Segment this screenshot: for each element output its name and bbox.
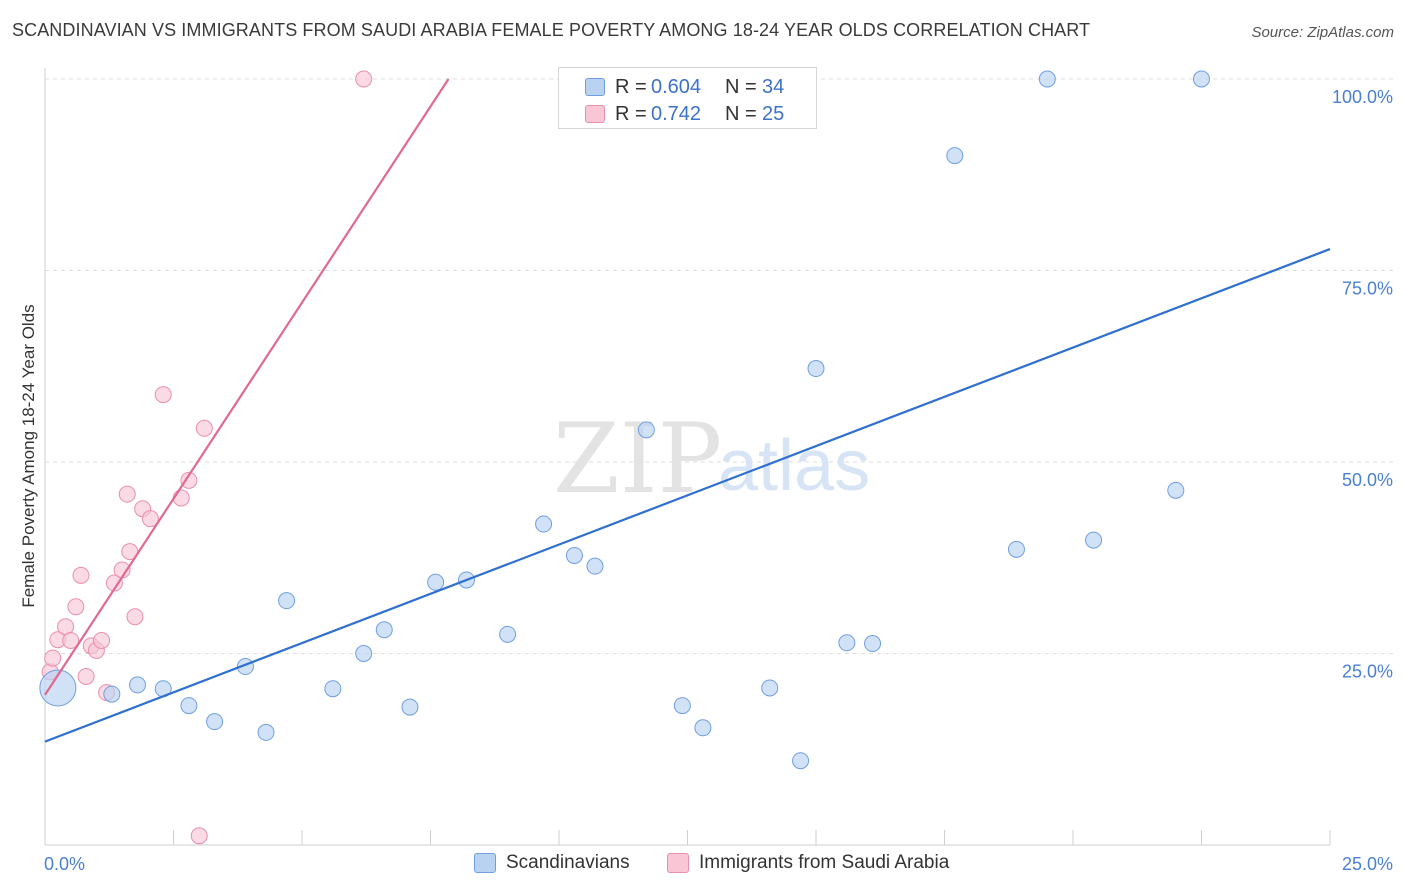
- saudi-point: [154, 386, 172, 404]
- legend-r-value: 0.604: [651, 75, 702, 98]
- bottom-legend-saudi: Immigrants from Saudi Arabia: [667, 852, 949, 874]
- x-ticks: [44, 830, 1331, 845]
- saudi-point: [67, 598, 85, 616]
- saudi-point: [44, 649, 62, 667]
- scandinavian-point: [401, 698, 419, 716]
- bottom-legend-swatch-blue: [474, 853, 496, 873]
- scandinavian-point: [257, 723, 275, 741]
- legend-n-value: 34: [762, 75, 785, 98]
- legend: R = 0.604 N = 34 R = 0.742 N = 25: [558, 67, 817, 129]
- legend-r-label: R =: [615, 75, 647, 98]
- watermark-atlas: atlas: [718, 426, 870, 506]
- scandinavian-point: [1038, 70, 1056, 88]
- legend-swatch-blue: [585, 78, 605, 96]
- saudi-point: [118, 485, 136, 503]
- scandinavian-point: [375, 621, 393, 639]
- saudi-point: [93, 631, 111, 649]
- scandinavian-point: [1167, 481, 1185, 499]
- scandinavian-point: [586, 557, 604, 575]
- saudi-trend-line: [44, 78, 450, 696]
- bottom-legend-label: Scandinavians: [506, 852, 630, 873]
- source-label: Source: ZipAtlas.com: [1251, 24, 1394, 41]
- legend-n-value: 25: [762, 102, 785, 125]
- scandinavian-point: [637, 421, 655, 439]
- y-tick-label: 50.0%: [1342, 470, 1393, 490]
- scandinavian-point: [792, 752, 810, 770]
- scandinavian-point: [499, 625, 517, 643]
- scandinavian-point: [761, 679, 779, 697]
- scandinavian-point: [103, 685, 121, 703]
- y-tick-label: 100.0%: [1332, 87, 1393, 107]
- y-tick-label: 75.0%: [1342, 279, 1393, 299]
- scandinavian-point: [1193, 70, 1210, 88]
- saudi-point: [180, 471, 198, 489]
- chart-title: SCANDINAVIAN VS IMMIGRANTS FROM SAUDI AR…: [12, 20, 1091, 40]
- scandinavian-point: [864, 635, 882, 653]
- saudi-point: [190, 827, 208, 845]
- gridlines: [45, 78, 1393, 654]
- legend-r-label: R =: [615, 102, 647, 125]
- trend-lines: [44, 78, 1331, 743]
- y-tick-label: 25.0%: [1342, 662, 1393, 682]
- saudi-point: [126, 608, 144, 626]
- legend-row-scandinavians: R = 0.604 N = 34: [585, 75, 784, 99]
- saudi-point: [355, 70, 373, 88]
- watermark: ZIP atlas: [553, 403, 870, 515]
- bottom-legend-scandinavians: Scandinavians: [474, 852, 630, 874]
- saudi-point: [141, 510, 159, 528]
- legend-r-value: 0.742: [651, 102, 702, 125]
- scandinavian-point: [946, 147, 964, 165]
- scandinavian-point: [694, 719, 712, 737]
- scandinavian-point: [206, 713, 224, 731]
- watermark-zip: ZIP: [553, 403, 722, 515]
- scandinavian-trend-line: [44, 248, 1331, 743]
- scandinavian-point: [355, 645, 373, 662]
- saudi-point: [72, 566, 90, 584]
- x-tick-label-max: 25.0%: [1342, 854, 1393, 874]
- saudi-point: [77, 667, 95, 685]
- legend-swatch-pink: [585, 105, 605, 123]
- scandinavian-point: [673, 697, 691, 715]
- scandinavian-point: [39, 669, 77, 707]
- bottom-legend-swatch-pink: [667, 853, 689, 873]
- scandinavian-point: [278, 592, 296, 610]
- series-scandinavian-points: [39, 70, 1210, 770]
- scandinavian-point: [807, 360, 825, 378]
- saudi-point: [62, 631, 80, 649]
- saudi-point: [105, 574, 123, 592]
- scandinavian-point: [1007, 540, 1025, 558]
- scandinavian-point: [324, 680, 342, 698]
- scandinavian-point: [1085, 531, 1103, 549]
- series-saudi-points: [41, 70, 373, 845]
- x-tick-label-min: 0.0%: [44, 854, 85, 874]
- y-axis-label: Female Poverty Among 18-24 Year Olds: [19, 304, 38, 607]
- scandinavian-point: [180, 697, 198, 715]
- legend-row-saudi: R = 0.742 N = 25: [585, 102, 784, 126]
- y-tick-labels: 25.0% 50.0% 75.0% 100.0%: [1332, 87, 1393, 682]
- scandinavian-point: [427, 573, 445, 591]
- saudi-point: [195, 419, 213, 437]
- legend-n-label: N =: [725, 102, 757, 125]
- bottom-legend-label: Immigrants from Saudi Arabia: [699, 852, 950, 873]
- legend-n-label: N =: [725, 75, 757, 98]
- scandinavian-point: [535, 515, 553, 533]
- scandinavian-point: [565, 546, 583, 564]
- scandinavian-point: [838, 634, 856, 652]
- scandinavian-point: [129, 676, 147, 694]
- saudi-point: [172, 489, 190, 507]
- bottom-legend: Scandinavians Immigrants from Saudi Arab…: [0, 852, 1406, 876]
